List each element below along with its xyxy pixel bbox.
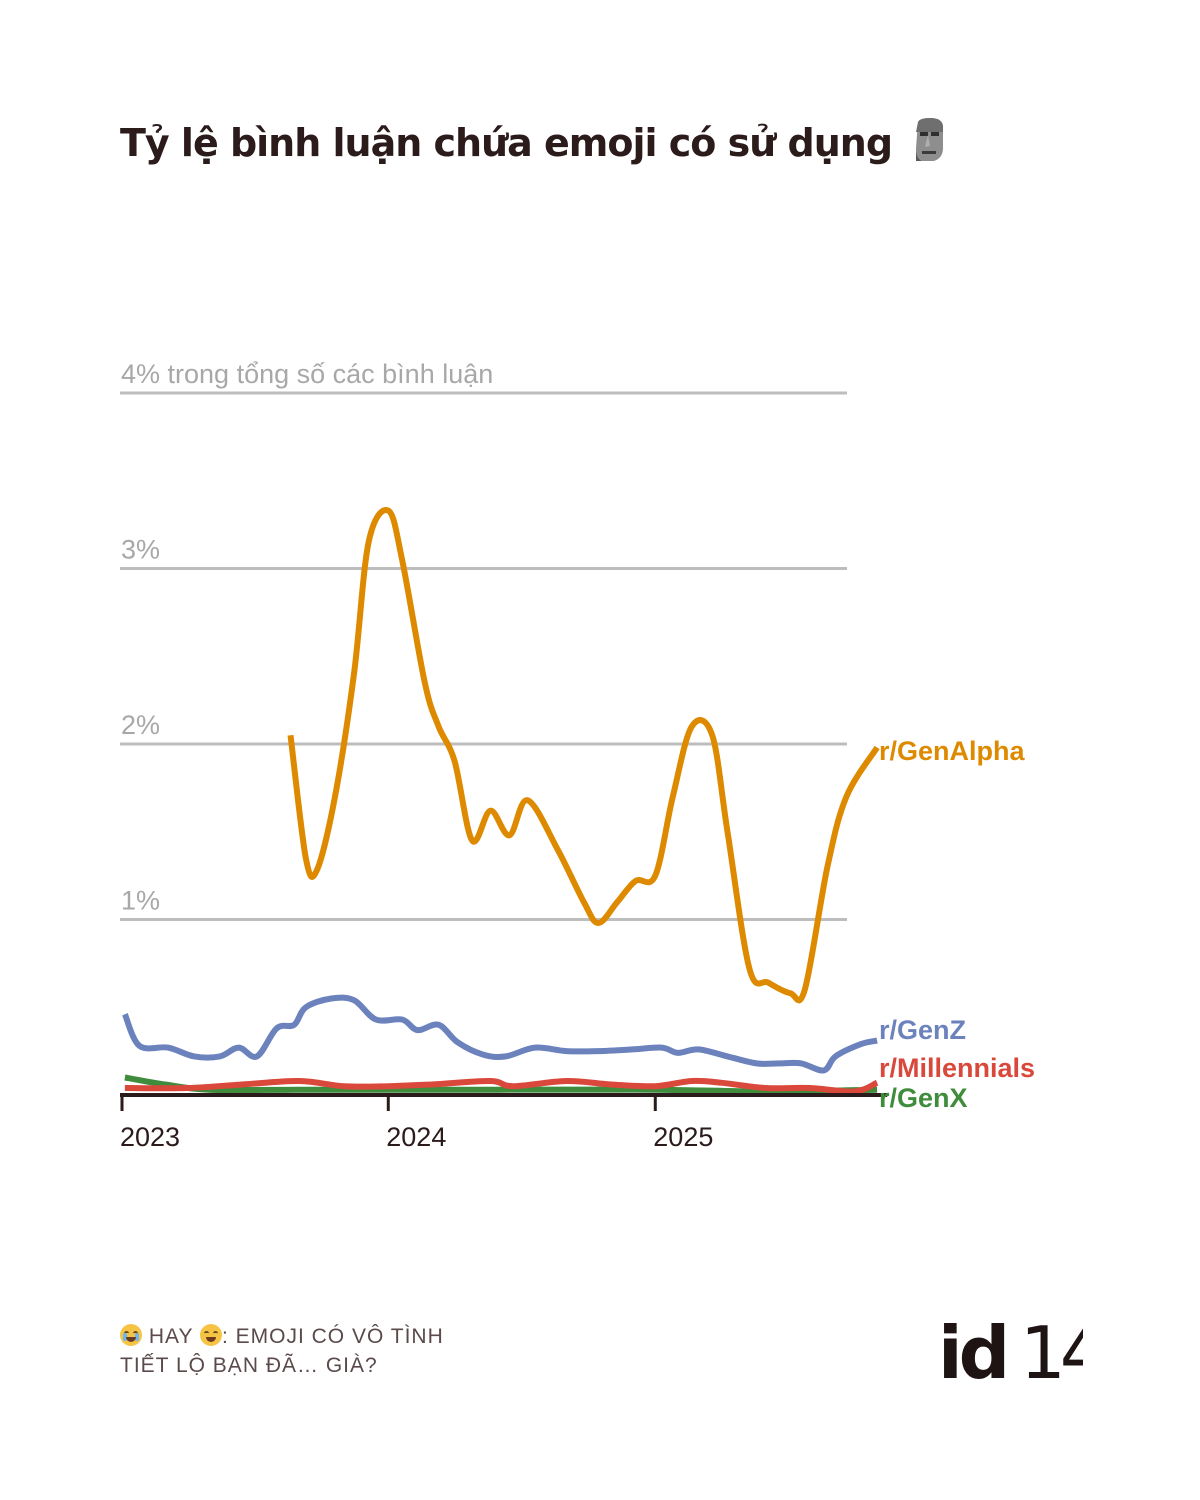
y-tick-label: 3% xyxy=(121,535,160,565)
series-label-genz: r/GenZ xyxy=(879,1015,966,1045)
footer-line-2: TIẾT LỘ BẠN ĐÃ… GIÀ? xyxy=(120,1354,378,1377)
id14-logo: id 14 xyxy=(938,1311,1083,1390)
footer-text-1b: : EMOJI CÓ VÔ TÌNH xyxy=(221,1325,444,1348)
y-tick-label: 4% trong tổng số các bình luận xyxy=(121,359,493,389)
series-line-genz xyxy=(122,994,878,1074)
x-tick-label: 2024 xyxy=(386,1122,446,1152)
footer-text-1a: HAY xyxy=(148,1325,194,1348)
series-label-genx: r/GenX xyxy=(879,1083,968,1113)
series-label-genalpha: r/GenAlpha xyxy=(879,736,1026,766)
series-lines xyxy=(122,507,880,1095)
chart-title-text: Tỷ lệ bình luận chứa emoji có sử dụng xyxy=(120,121,893,165)
moai-icon xyxy=(912,118,946,171)
x-tick-label: 2025 xyxy=(653,1122,713,1152)
x-tick-label: 2023 xyxy=(120,1122,180,1152)
logo-text-14: 14 xyxy=(1020,1311,1083,1390)
face-with-tears-of-joy-icon xyxy=(199,1324,222,1346)
series-label-millennials: r/Millennials xyxy=(879,1053,1035,1083)
x-axis: 2023 2024 2025 xyxy=(120,1093,888,1152)
footer-caption: HAY : EMOJI CÓ VÔ TÌNH TIẾT LỘ BẠN ĐÃ… G… xyxy=(120,1322,444,1380)
chart-title: Tỷ lệ bình luận chứa emoji có sử dụng xyxy=(120,118,946,171)
logo-text-id: id xyxy=(938,1311,1006,1390)
footer-line-1: HAY : EMOJI CÓ VÔ TÌNH xyxy=(120,1322,444,1351)
series-line-millennials xyxy=(124,1077,879,1095)
series-line-genalpha xyxy=(287,507,880,1004)
gridlines: 1% 2% 3% 4% trong tổng số các bình luận xyxy=(120,359,847,921)
y-tick-label: 1% xyxy=(121,886,160,916)
y-tick-label: 2% xyxy=(121,710,160,740)
loudly-crying-face-icon xyxy=(120,1324,142,1346)
